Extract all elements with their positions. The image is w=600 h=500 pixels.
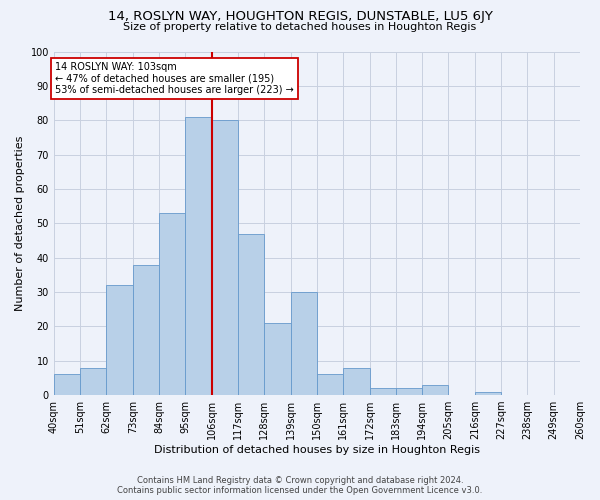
Bar (133, 264, 159, 395)
Text: 14 ROSLYN WAY: 103sqm
← 47% of detached houses are smaller (195)
53% of semi-det: 14 ROSLYN WAY: 103sqm ← 47% of detached … (55, 62, 294, 95)
Bar (185, 117, 212, 395)
Bar (317, 374, 343, 395)
Text: Size of property relative to detached houses in Houghton Regis: Size of property relative to detached ho… (124, 22, 476, 32)
Bar (396, 388, 422, 395)
Bar (212, 120, 238, 395)
Bar (106, 285, 133, 395)
Bar (159, 213, 185, 395)
Text: Contains HM Land Registry data © Crown copyright and database right 2024.
Contai: Contains HM Land Registry data © Crown c… (118, 476, 482, 495)
Bar (422, 385, 448, 395)
Bar (475, 392, 501, 395)
Bar (238, 234, 264, 395)
Bar (343, 368, 370, 395)
X-axis label: Distribution of detached houses by size in Houghton Regis: Distribution of detached houses by size … (154, 445, 480, 455)
Text: 14, ROSLYN WAY, HOUGHTON REGIS, DUNSTABLE, LU5 6JY: 14, ROSLYN WAY, HOUGHTON REGIS, DUNSTABL… (107, 10, 493, 23)
Bar (80, 368, 106, 395)
Bar (264, 323, 290, 395)
Bar (290, 292, 317, 395)
Y-axis label: Number of detached properties: Number of detached properties (15, 136, 25, 311)
Bar (54, 374, 80, 395)
Bar (370, 388, 396, 395)
